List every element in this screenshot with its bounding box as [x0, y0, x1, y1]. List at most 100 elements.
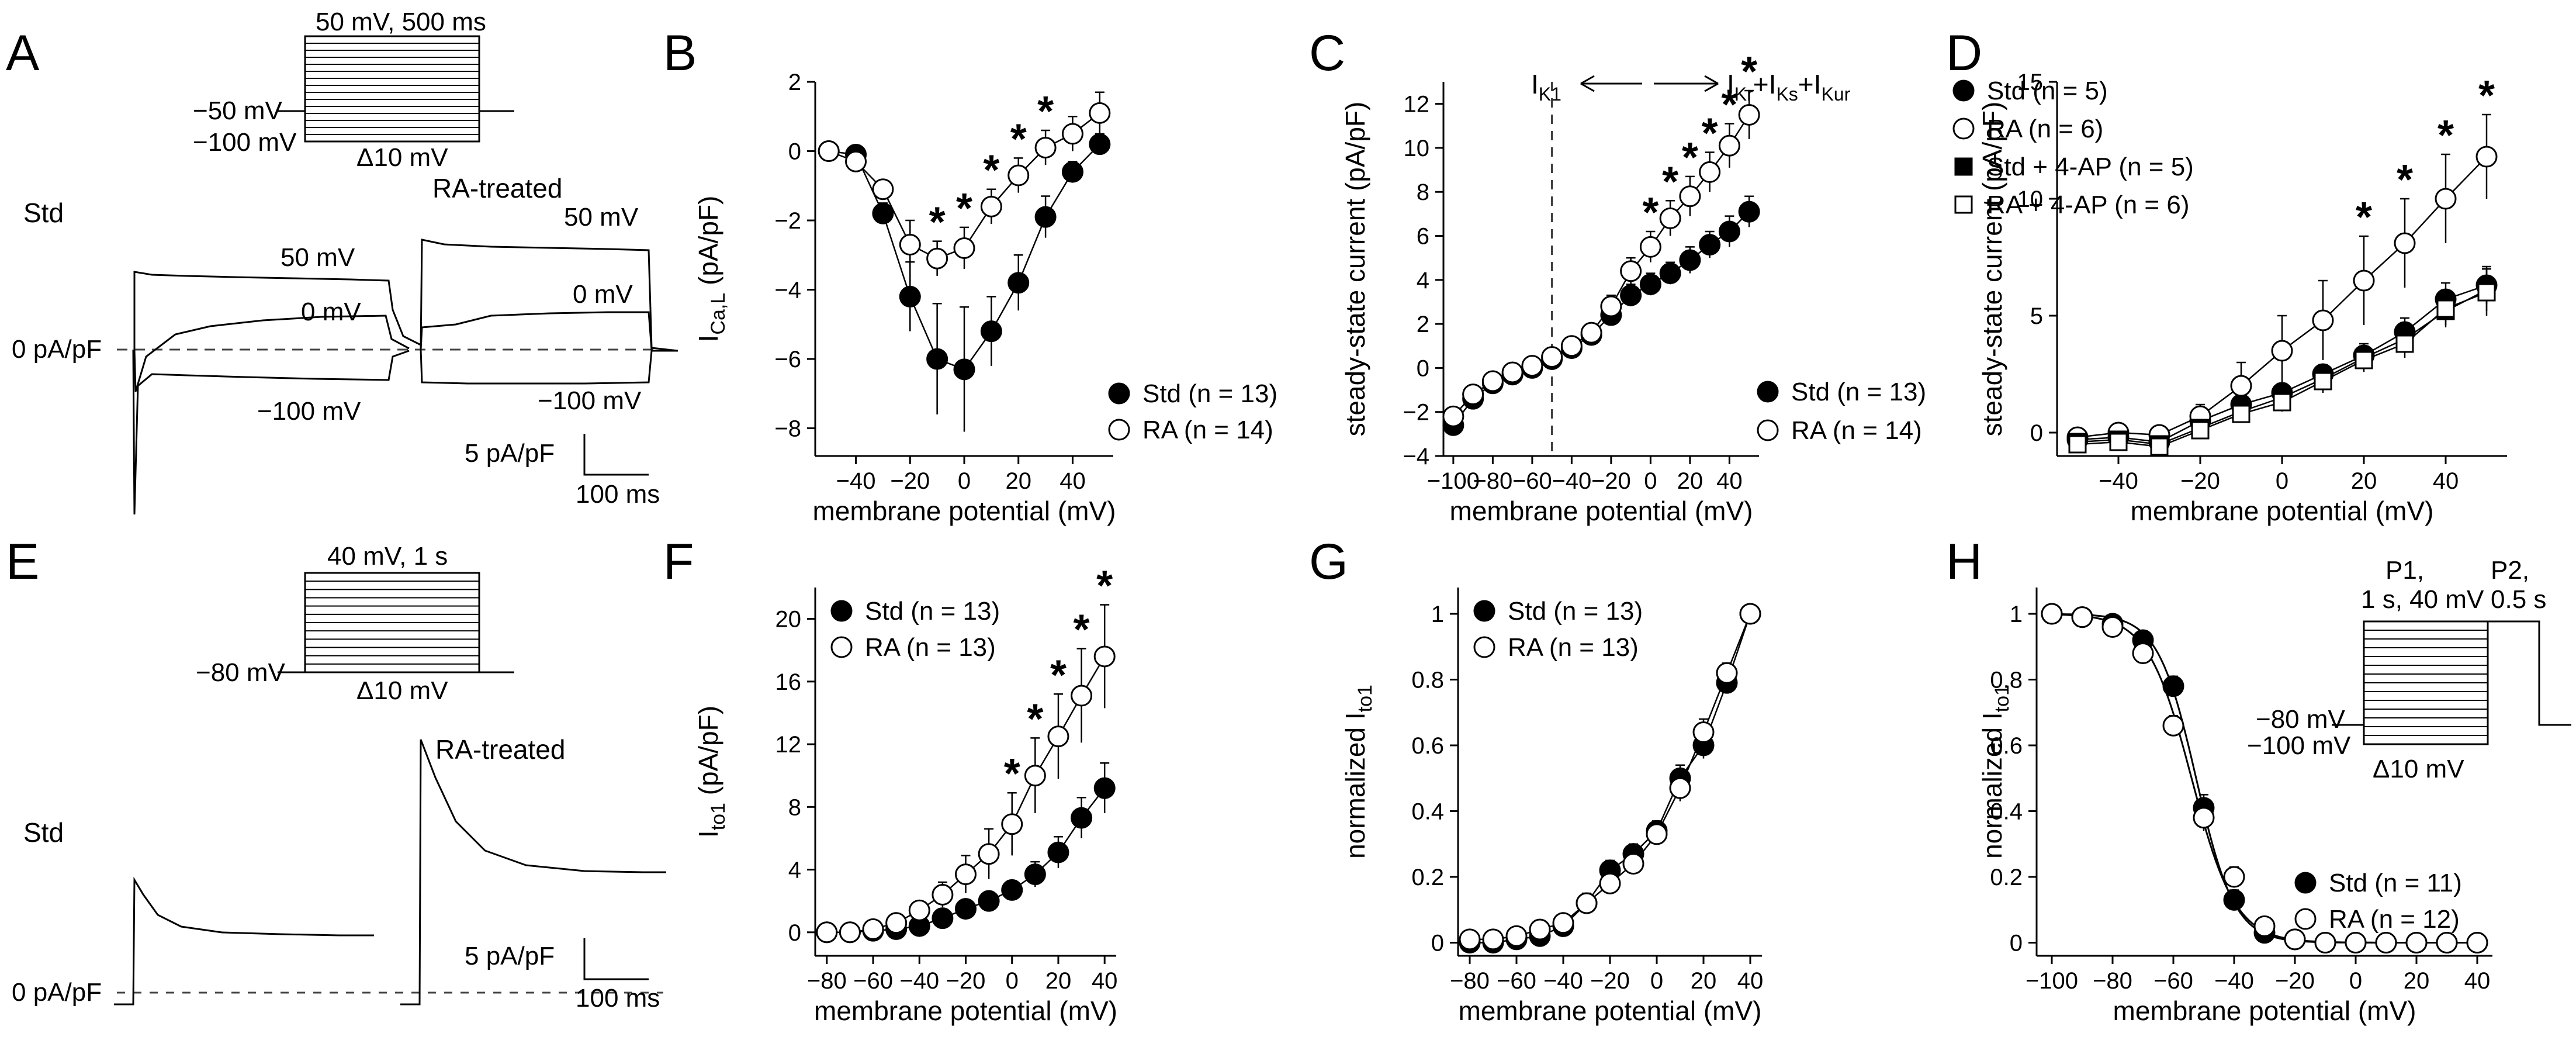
- panel-e-protocol-top-label: 40 mV, 1 s: [327, 542, 448, 571]
- panel-c-y-label: steady-state current (pA/pF): [1340, 102, 1370, 437]
- panel-c-significance-star: *: [1741, 49, 1757, 95]
- panel-letter-b: B: [663, 25, 697, 81]
- panel-h-data-point: [2101, 616, 2124, 638]
- panel-a-protocol-top-label: 50 mV, 500 ms: [316, 8, 486, 36]
- panel-g-x-tick-label: 0: [1650, 968, 1663, 994]
- panel-f-data-point: [839, 921, 861, 944]
- panel-f-significance-star: *: [1050, 652, 1067, 699]
- panel-f-y-label-part-0: I: [693, 830, 723, 838]
- panel-d-data-point: [2314, 372, 2332, 391]
- panel-c-legend-label: RA (n = 14): [1791, 416, 1922, 445]
- panel-b-series-0: [818, 133, 1111, 432]
- panel-h-y-tick-label: 0.4: [1990, 799, 2023, 825]
- panel-f-y-tick-label: 8: [788, 794, 801, 820]
- panel-h-data-point: [2071, 606, 2093, 628]
- panel-h-legend: Std (n = 11) RA (n = 12): [2294, 869, 2462, 934]
- panel-f-data-point: [1001, 813, 1023, 835]
- panel-g-x-tick-label: 20: [1691, 968, 1717, 994]
- panel-g-chart: −80 −60 −40 −20 0 20 40 0 0.2 0.4 0.6 0.8 1 membrane …: [1340, 588, 1763, 1026]
- panel-e-scale-bar: [583, 938, 649, 980]
- panel-e-step-label: Δ10 mV: [356, 676, 448, 705]
- panel-e-ra-trace: [400, 739, 666, 1006]
- panel-f-data-point: [1093, 645, 1116, 668]
- panel-b-data-point: [818, 140, 840, 163]
- panel-c-x-tick-label: 0: [1644, 468, 1657, 494]
- panel-e-hold-label: −80 mV: [196, 658, 286, 687]
- panel-h-data-point: [2466, 932, 2488, 953]
- panel-b-data-point: [1089, 133, 1111, 156]
- panel-h-inset-p1-line2: 1 s, 40 mV: [2361, 585, 2484, 614]
- panel-h-legend-marker: [2294, 872, 2317, 894]
- panel-d-legend-marker: [1952, 80, 1975, 102]
- panel-d-data-point: [2435, 188, 2457, 210]
- panel-c-right-label-part-1: Kr: [1734, 84, 1753, 105]
- panel-c-x-tick-label: −20: [1591, 468, 1631, 494]
- panel-d-legend-label: RA (n = 6): [1987, 115, 2103, 143]
- panel-b-x-label: membrane potential (mV): [813, 496, 1116, 526]
- panel-g-data-point: [1505, 925, 1528, 947]
- panel-c-y-tick-label: 6: [1417, 224, 1429, 250]
- panel-g-legend-marker: [1473, 636, 1495, 658]
- panel-f-significance-star: *: [1096, 562, 1113, 609]
- panel-a-ra-trace-0mv: [420, 311, 653, 350]
- panel-c-data-point: [1699, 234, 1721, 256]
- panel-c-data-point: [1442, 405, 1464, 427]
- panel-g-x-tick-label: −20: [1590, 968, 1630, 994]
- panel-c-series-line-1: [1452, 114, 1750, 417]
- panel-f-x-tick-label: −60: [853, 968, 893, 994]
- panel-h-data-point: [2193, 807, 2215, 829]
- panel-c-y-tick-label: −4: [1403, 444, 1429, 469]
- panel-d-x-tick-label: −20: [2180, 468, 2220, 494]
- panel-b-data-point: [1089, 102, 1111, 124]
- panel-c-y-tick-label: 0: [1417, 355, 1429, 381]
- panel-g-data-point: [1576, 892, 1598, 914]
- panel-c-y-tick-label: 8: [1417, 179, 1429, 205]
- panel-a-ra-label-m100mv: −100 mV: [538, 386, 642, 415]
- panel-h-data-point: [2405, 932, 2428, 953]
- panel-c-data-point: [1718, 134, 1740, 157]
- panel-b-data-point: [926, 247, 948, 269]
- panel-a-ra-label-0mv: 0 mV: [573, 280, 633, 309]
- panel-d-data-point: [2394, 232, 2416, 254]
- panel-c-series-0: [1442, 195, 1760, 436]
- panel-h-x-tick-label: −20: [2275, 968, 2315, 994]
- panel-d-x-label: membrane potential (mV): [2131, 496, 2434, 526]
- panel-c-data-point: [1541, 346, 1563, 368]
- panel-h-x-tick-label: −80: [2093, 968, 2132, 994]
- panel-a-hold-label: −50 mV: [193, 96, 283, 125]
- panel-h-data-point: [2132, 642, 2154, 664]
- panel-d-y-tick-label: 15: [2017, 70, 2044, 95]
- panel-g-y-tick-label: 0.6: [1411, 733, 1444, 759]
- panel-c-y-tick-label: 10: [1404, 136, 1430, 161]
- panel-letter-e: E: [6, 534, 39, 590]
- panel-d-x-tick-label: 20: [2351, 468, 2377, 494]
- panel-d-data-point: [2230, 375, 2252, 397]
- panel-g-data-point: [1669, 777, 1691, 799]
- panel-d-legend-label: Std (n = 5): [1987, 77, 2108, 105]
- panel-c-notes: IK1 IKr+IKs+IKur: [1531, 69, 1851, 105]
- panel-c-ikr-iks-ikur-label: IKr+IKs+IKur: [1727, 69, 1851, 105]
- panel-g-legend-label: RA (n = 13): [1508, 633, 1639, 662]
- panel-d-legend-marker: [1952, 118, 1975, 140]
- panel-f-y-tick-label: 16: [775, 669, 802, 695]
- panel-b-y-label-part-1: Ca,L: [707, 293, 729, 335]
- panel-h-chart: −100 −80 −60 −40 −20 0 20 40 0 0.2 0.4 0.6 0.8 1 membr…: [1977, 588, 2492, 1026]
- panel-c-y-tick-label: −2: [1403, 400, 1429, 426]
- panel-c-significance-star: *: [1662, 158, 1678, 205]
- panel-b-significance-star: *: [956, 185, 972, 232]
- panel-a-std-label-50mv: 50 mV: [281, 243, 355, 272]
- panel-f-data-point: [885, 912, 908, 934]
- panel-h-y-label-part-1: to1: [1991, 685, 2013, 712]
- panel-a-std-trace-50mv: [133, 271, 421, 350]
- panel-c-right-label-part-4: +I: [1798, 69, 1822, 99]
- panel-f-data-point: [1024, 863, 1046, 886]
- panel-a-pre-label: −100 mV: [193, 128, 297, 157]
- panel-b-y-tick-label: −8: [774, 416, 801, 442]
- panel-c-data-point: [1580, 322, 1602, 344]
- panel-b-y-tick-label: 2: [788, 70, 801, 95]
- panel-f-y-label-part-2: (pA/pF): [693, 706, 723, 803]
- panel-letter-a: A: [6, 25, 40, 81]
- panel-f-legend-label: Std (n = 13): [865, 597, 1000, 626]
- panel-f-x-label: membrane potential (mV): [814, 996, 1117, 1026]
